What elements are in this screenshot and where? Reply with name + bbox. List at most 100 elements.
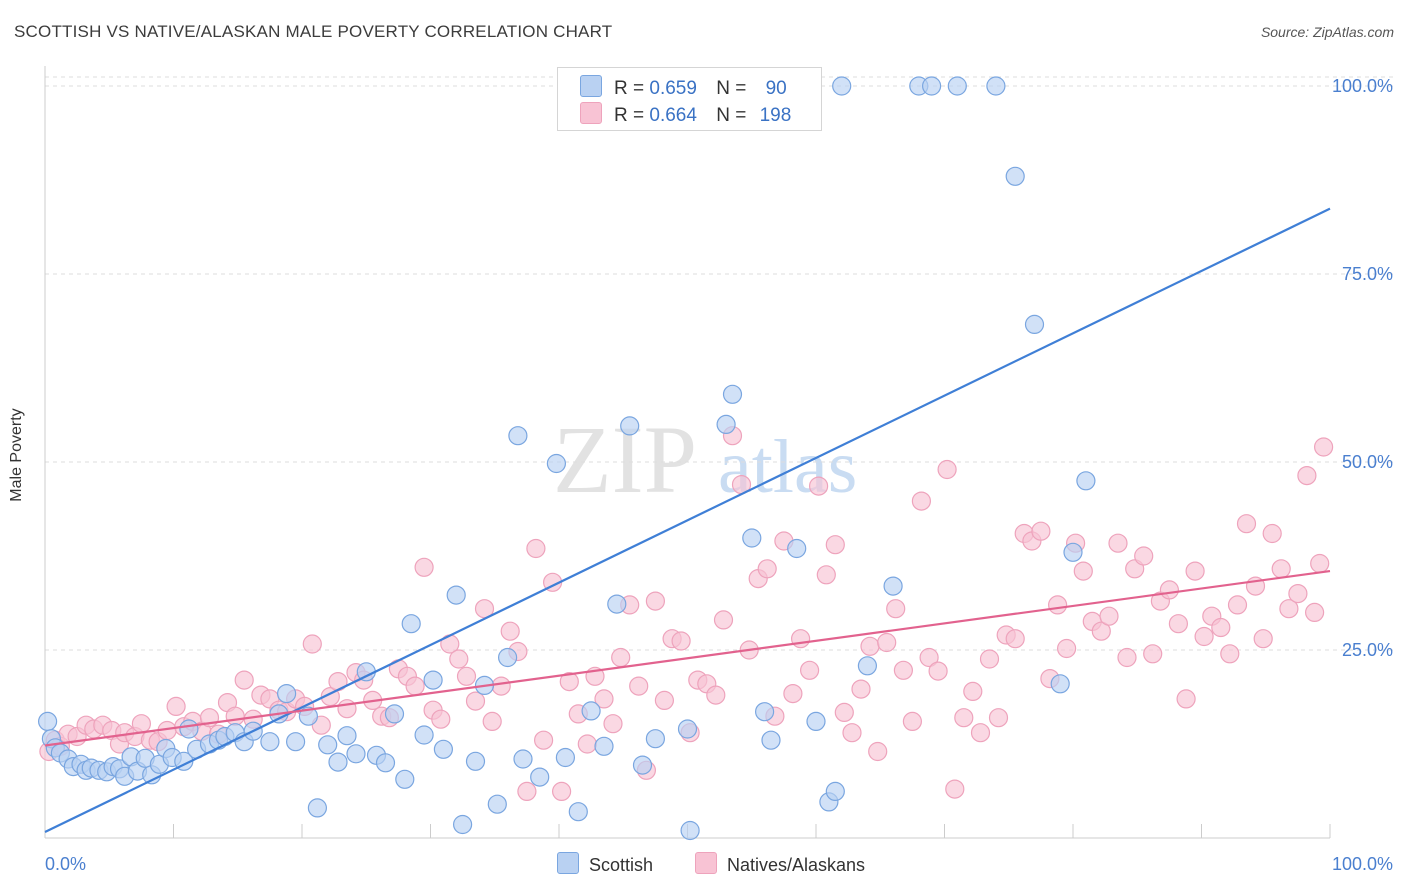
- scottish-point: [1005, 166, 1025, 186]
- scottish-point: [401, 614, 421, 634]
- scottish-point: [742, 528, 762, 548]
- legend-row-natives: R = 0.664 N = 198: [580, 102, 791, 126]
- natives-point: [1211, 617, 1231, 638]
- natives-point: [577, 734, 597, 754]
- scottish-r-value: 0.659: [649, 78, 697, 99]
- y-tick-label-100: 100.0%: [1332, 76, 1393, 96]
- natives-point: [1194, 626, 1214, 647]
- natives-point: [893, 660, 914, 680]
- natives-point: [533, 730, 554, 750]
- scottish-swatch: [580, 75, 602, 97]
- r-label: R =: [614, 105, 645, 126]
- scottish-point: [857, 656, 878, 676]
- natives-point: [1253, 629, 1273, 649]
- natives-point: [526, 538, 546, 559]
- natives-point: [629, 676, 649, 696]
- natives-point: [1056, 638, 1077, 659]
- natives-point: [1227, 595, 1248, 615]
- y-tick-label-75: 75.0%: [1342, 264, 1393, 284]
- scottish-point: [921, 76, 942, 96]
- natives-point: [1031, 521, 1051, 541]
- natives-legend-swatch: [695, 852, 717, 874]
- natives-point: [491, 676, 511, 696]
- scottish-point: [453, 814, 473, 835]
- natives-point: [1236, 514, 1257, 534]
- natives-point: [988, 708, 1009, 728]
- scottish-point: [825, 781, 845, 802]
- tick-labels: 25.0% 50.0% 75.0% 100.0% 0.0% 100.0%: [45, 76, 1393, 874]
- natives-point: [928, 661, 948, 681]
- natives-point: [954, 708, 974, 728]
- scottish-point: [508, 426, 528, 446]
- scottish-point: [546, 453, 567, 474]
- natives-point: [1279, 599, 1299, 619]
- scottish-point: [620, 416, 640, 436]
- natives-n-value: 198: [759, 105, 792, 126]
- natives-point: [414, 557, 434, 577]
- scottish-point: [498, 647, 518, 668]
- natives-point: [431, 709, 451, 729]
- scottish-point: [1050, 674, 1070, 694]
- natives-point: [551, 781, 572, 802]
- scottish-point: [1063, 542, 1083, 562]
- scottish-point: [883, 576, 903, 596]
- scottish-point: [530, 767, 550, 787]
- natives-point: [1185, 561, 1205, 581]
- scottish-point: [645, 729, 666, 749]
- scottish-legend-swatch: [557, 852, 579, 874]
- scottish-legend-label: Scottish: [589, 855, 654, 875]
- scottish-point: [423, 670, 443, 690]
- natives-point: [1176, 689, 1196, 709]
- scottish-point: [806, 711, 826, 732]
- natives-point: [559, 671, 579, 692]
- scottish-point: [677, 719, 698, 739]
- x-tick-label-right: 100.0%: [1332, 854, 1393, 874]
- natives-point: [877, 632, 897, 653]
- scottish-point: [346, 744, 366, 764]
- scottish-point: [37, 711, 58, 732]
- natives-point: [1262, 523, 1282, 544]
- natives-point: [1271, 559, 1291, 579]
- natives-point: [645, 591, 666, 611]
- natives-point: [611, 647, 631, 668]
- scottish-point: [680, 820, 700, 841]
- scottish-point: [337, 726, 357, 746]
- scottish-point: [986, 76, 1006, 96]
- natives-point: [517, 781, 537, 802]
- natives-point: [706, 685, 726, 705]
- natives-point: [594, 689, 614, 709]
- natives-point: [970, 723, 991, 743]
- scottish-point: [754, 702, 775, 722]
- natives-point: [405, 676, 425, 696]
- natives-point: [1313, 437, 1334, 457]
- scottish-point: [307, 798, 327, 818]
- natives-point: [979, 649, 1000, 669]
- natives-point: [1159, 580, 1180, 600]
- natives-point: [1091, 621, 1111, 641]
- scottish-point: [555, 747, 576, 768]
- trend-lines: [44, 207, 1331, 833]
- natives-point: [1108, 533, 1128, 553]
- scottish-point: [414, 725, 434, 745]
- natives-point: [1297, 466, 1317, 486]
- natives-point: [808, 476, 829, 496]
- y-tick-label-50: 50.0%: [1342, 452, 1393, 472]
- natives-point: [799, 660, 820, 680]
- correlation-legend: R = 0.659 N = 90 R = 0.664 N = 198: [557, 67, 822, 131]
- natives-point: [825, 535, 845, 555]
- source-credit: Source: ZipAtlas.com: [1260, 24, 1394, 40]
- scottish-point: [832, 76, 852, 96]
- natives-point: [234, 670, 254, 690]
- natives-point: [1143, 644, 1163, 664]
- legend-item-scottish: Scottish: [557, 852, 653, 876]
- scottish-point: [179, 719, 199, 739]
- natives-point: [1047, 595, 1068, 615]
- natives-point: [886, 599, 906, 619]
- natives-point: [1134, 546, 1154, 566]
- natives-swatch: [580, 102, 602, 124]
- n-label: N =: [716, 105, 747, 126]
- natives-point: [449, 649, 469, 669]
- natives-point: [868, 741, 888, 762]
- scottish-point: [446, 585, 466, 605]
